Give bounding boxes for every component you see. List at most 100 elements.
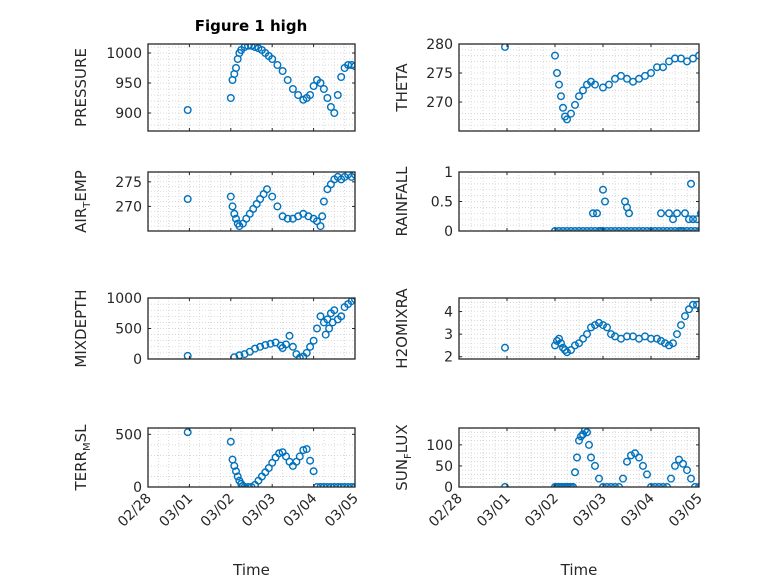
data-point <box>354 298 355 301</box>
data-point <box>623 457 632 466</box>
data-point <box>583 330 592 339</box>
y-axis-label: TERRMSL <box>72 424 93 492</box>
data-point <box>716 228 723 235</box>
data-point <box>323 93 332 102</box>
data-point <box>591 80 600 89</box>
data-point <box>360 61 367 68</box>
x-tick-label: 03/02 <box>522 491 562 531</box>
data-point <box>720 228 727 235</box>
data-point <box>299 446 308 455</box>
data-point <box>366 344 373 351</box>
data-point <box>351 298 355 304</box>
data-point <box>712 228 719 235</box>
data-point <box>708 55 715 62</box>
data-point <box>379 453 386 460</box>
y-axis-label: THETA <box>393 63 411 113</box>
data-point <box>683 466 692 475</box>
data-point <box>567 346 576 355</box>
data-point <box>571 468 580 477</box>
data-point <box>330 483 339 487</box>
data-point <box>695 51 699 60</box>
data-point <box>323 483 332 487</box>
y-tick-label: 500 <box>115 427 142 443</box>
data-point <box>679 459 688 468</box>
data-point <box>295 452 304 461</box>
data-point <box>330 108 339 117</box>
data-point <box>183 194 192 203</box>
data-point <box>376 452 383 459</box>
data-point <box>585 440 594 449</box>
data-point <box>379 107 386 114</box>
data-point <box>587 453 596 462</box>
data-point <box>294 90 303 99</box>
data-point <box>328 318 337 327</box>
y-tick-label: 275 <box>426 66 453 82</box>
data-point <box>501 44 509 51</box>
y-axis-label: H2OMIXRA <box>393 288 411 369</box>
data-point <box>663 483 671 487</box>
y-tick-label: 50 <box>435 459 453 475</box>
y-tick-label: 1 <box>444 165 453 181</box>
data-point <box>653 334 662 343</box>
data-point <box>309 467 318 476</box>
y-tick-label: 1000 <box>106 291 142 307</box>
data-point <box>230 461 239 470</box>
data-point <box>230 209 239 218</box>
y-tick-label: 270 <box>426 95 453 111</box>
x-tick-label: 02/28 <box>115 491 155 531</box>
data-point <box>700 484 707 491</box>
data-point <box>589 209 598 218</box>
x-tick-label: 03/02 <box>198 491 238 531</box>
data-point <box>263 185 272 194</box>
data-point <box>379 206 386 213</box>
data-point <box>359 484 366 491</box>
data-point <box>603 483 611 487</box>
data-point <box>226 437 235 446</box>
data-point <box>318 212 327 221</box>
data-point <box>595 318 604 327</box>
data-point <box>704 216 711 223</box>
data-point <box>325 324 334 333</box>
data-point <box>351 172 355 179</box>
data-point <box>579 86 588 95</box>
data-point <box>273 202 282 211</box>
data-point <box>689 300 698 309</box>
data-point <box>288 84 297 93</box>
data-point <box>501 343 510 352</box>
data-point <box>183 428 192 437</box>
data-point <box>647 483 655 487</box>
axes-box <box>458 427 700 488</box>
y-axis-label: RAINFALL <box>393 166 411 237</box>
data-point <box>675 455 684 464</box>
data-point <box>575 92 584 101</box>
data-point <box>575 339 584 348</box>
data-point <box>627 451 636 460</box>
grid <box>459 172 699 231</box>
data-point <box>340 483 349 487</box>
data-point <box>732 450 739 457</box>
series-markers <box>183 428 386 491</box>
data-point <box>671 461 680 470</box>
data-point <box>359 295 366 302</box>
subplot-4: 0 0.5 1 RAINFALL <box>393 165 727 240</box>
data-point <box>708 484 715 491</box>
data-point <box>250 344 259 353</box>
data-point <box>306 342 315 351</box>
data-point <box>681 312 690 321</box>
data-point <box>240 483 249 487</box>
y-tick-label: 275 <box>115 175 142 191</box>
data-point <box>734 338 741 345</box>
data-point <box>266 339 275 348</box>
data-point <box>326 102 335 111</box>
data-point <box>687 474 696 483</box>
x-tick-label: 03/03 <box>239 491 279 531</box>
series-markers <box>501 428 739 491</box>
subplot-3: 270 275 AIRTEMP <box>72 170 386 233</box>
y-tick-label: 0 <box>444 480 453 496</box>
data-point <box>732 58 739 65</box>
series-markers <box>183 172 386 231</box>
data-point <box>268 55 277 64</box>
data-point <box>708 228 715 235</box>
data-point <box>319 483 328 487</box>
